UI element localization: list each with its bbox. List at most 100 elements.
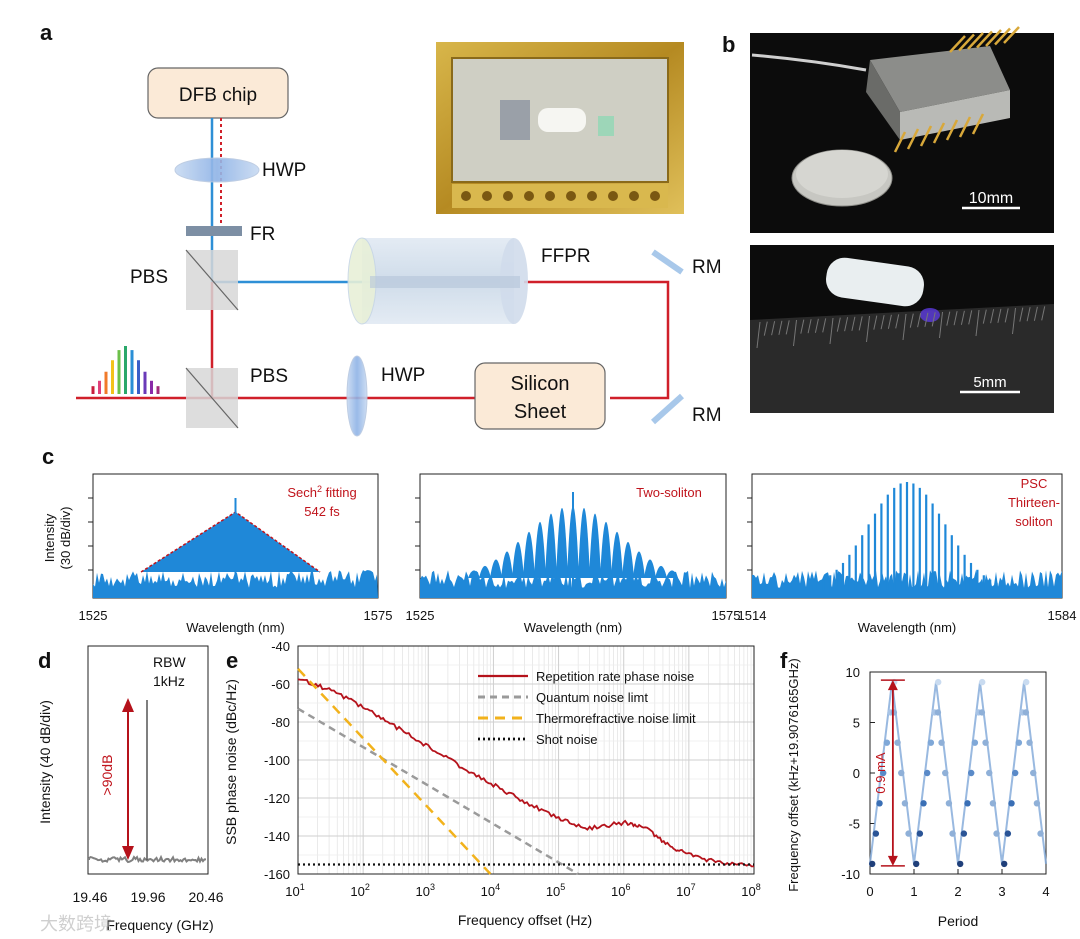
photo-pin [482, 191, 492, 201]
c-xmin: 1525 [406, 608, 435, 623]
c-ann-sech: Sech2 fitting [287, 484, 356, 500]
e-ytick: -100 [264, 753, 290, 768]
output-comb-spectrum [93, 346, 158, 394]
f-point [979, 679, 985, 685]
f-point [1023, 679, 1029, 685]
pbs-label-1: PBS [130, 267, 168, 288]
f-point [873, 830, 879, 836]
f-arrow-head-down [888, 856, 898, 866]
e-legend-label: Shot noise [536, 732, 597, 747]
c-lobe [578, 508, 590, 578]
f-point [1005, 830, 1011, 836]
d-xlabel: Frequency (GHz) [106, 917, 213, 933]
f-point [990, 800, 996, 806]
f-point [986, 770, 992, 776]
scale-label-2: 5mm [973, 374, 1006, 391]
fr-plate [186, 226, 242, 236]
f-ytick: -10 [841, 867, 860, 882]
panel-label-e: e [226, 648, 238, 673]
f-point [1001, 861, 1007, 867]
c-lobe [534, 522, 546, 578]
rm-label-1: RM [692, 257, 722, 278]
c-ylabel-line1: Intensity [42, 513, 57, 562]
f-point [898, 770, 904, 776]
ffpr-label: FFPR [541, 246, 591, 267]
panel-label-c: c [42, 444, 54, 469]
c-lobe [490, 560, 502, 578]
silicon-label-line2: Sheet [514, 401, 567, 423]
e-ytick: -60 [271, 677, 290, 692]
packaged-device-photo [436, 42, 684, 214]
f-xtick: 2 [954, 884, 961, 899]
watermark: 大数跨境 [40, 914, 112, 934]
f-ytick: 0 [853, 766, 860, 781]
c-lobe [633, 552, 645, 578]
ffpr-fiber [370, 276, 520, 288]
c-xlabel: Wavelength (nm) [524, 620, 623, 635]
d-tick-3: 20.46 [188, 889, 223, 905]
f-point [968, 770, 974, 776]
f-point [935, 679, 941, 685]
c-lobe [600, 522, 612, 578]
photo-pin [524, 191, 534, 201]
f-point [982, 740, 988, 746]
f-point [891, 709, 897, 715]
c-lobe [501, 552, 513, 578]
hwp-lens-1 [175, 158, 259, 182]
f-point [1037, 830, 1043, 836]
hwp-label-2: HWP [381, 365, 425, 386]
e-xtick: 103 [416, 882, 435, 899]
f-point [949, 830, 955, 836]
e-xlabel: Frequency offset (Hz) [458, 912, 592, 928]
c-lobe [611, 532, 623, 578]
c-lobe [655, 566, 667, 578]
f-point [1023, 709, 1029, 715]
photo-pin [461, 191, 471, 201]
f-xtick: 1 [910, 884, 917, 899]
c-xmax: 1584 [1048, 608, 1077, 623]
d-ylabel: Intensity (40 dB/div) [37, 700, 53, 824]
figure: a DFB chip HWP FR PBS FFPR RM RM PBS HWP… [0, 0, 1080, 939]
e-xtick: 107 [676, 882, 695, 899]
d-tick-1: 19.46 [72, 889, 107, 905]
panel-label-d: d [38, 648, 51, 673]
panel-label-a: a [40, 20, 53, 45]
photo-pin [629, 191, 639, 201]
f-point [869, 861, 875, 867]
c-ann: Thirteen- [1008, 495, 1060, 510]
c-lobe [545, 514, 557, 578]
f-xtick: 4 [1042, 884, 1049, 899]
f-frame [870, 672, 1046, 874]
f-ytick: 10 [846, 665, 860, 680]
c-ann: Two-soliton [636, 485, 702, 500]
silicon-label-line1: Silicon [511, 373, 570, 395]
c-xlabel: Wavelength (nm) [858, 620, 957, 635]
spectrum-plots: 1525 1575 Wavelength (nm) Sech2 fitting 542 … [79, 474, 1077, 635]
c-ann: soliton [1015, 514, 1053, 529]
e-xtick: 104 [481, 882, 500, 899]
f-point [917, 830, 923, 836]
photo-pin [503, 191, 513, 201]
e-ytick: -140 [264, 829, 290, 844]
f-point [946, 800, 952, 806]
f-point [928, 740, 934, 746]
f-point [964, 800, 970, 806]
f-point [1026, 740, 1032, 746]
pbs-label-2: PBS [250, 366, 288, 387]
f-point [961, 830, 967, 836]
c-lobe [556, 508, 568, 578]
e-ytick: -40 [271, 639, 290, 654]
f-point [894, 740, 900, 746]
photo-pin [545, 191, 555, 201]
c-ann-fs: 542 fs [304, 504, 340, 519]
c-lobe [622, 542, 634, 578]
rm-label-2: RM [692, 405, 722, 426]
f-point [938, 740, 944, 746]
f-point [884, 740, 890, 746]
f-point [1008, 800, 1014, 806]
d-arrow-label: >90dB [99, 755, 115, 796]
f-ytick: 5 [853, 716, 860, 731]
c-xlabel: Wavelength (nm) [186, 620, 285, 635]
scale-label-1: 10mm [969, 190, 1013, 207]
f-point [913, 861, 919, 867]
